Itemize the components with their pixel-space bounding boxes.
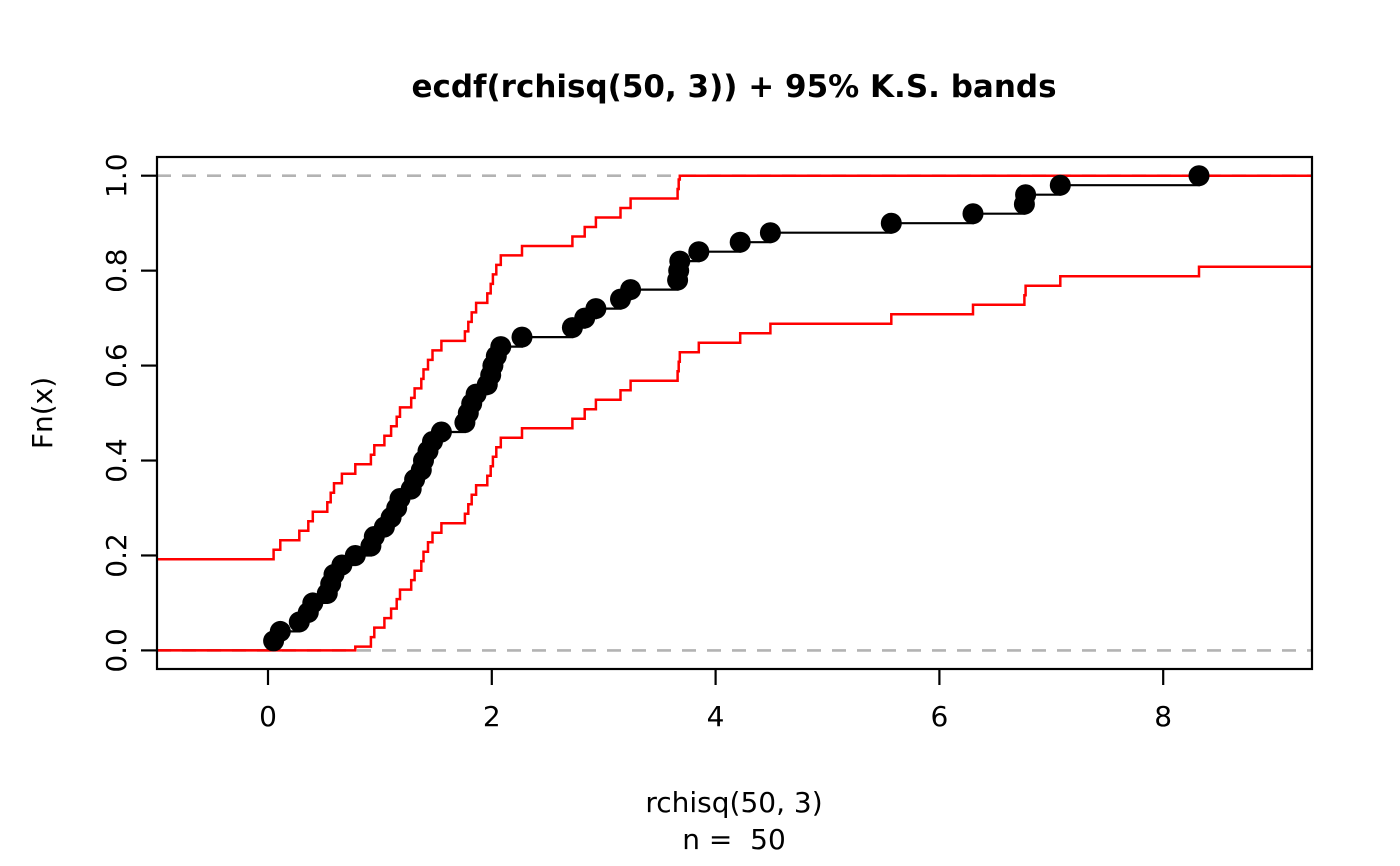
x-tick-label: 4 <box>707 700 725 733</box>
ecdf-point <box>688 241 710 263</box>
ecdf-points <box>263 165 1210 652</box>
ecdf-point <box>729 231 751 253</box>
ecdf-point <box>269 620 291 642</box>
ks-upper-band-line <box>156 174 1312 561</box>
plot-title: ecdf(rchisq(50, 3)) + 95% K.S. bands <box>411 69 1056 105</box>
x-axis-sublabel: n = 50 <box>682 823 786 856</box>
axes <box>141 155 1314 685</box>
x-tick-labels: 0 2 4 6 8 <box>259 700 1172 733</box>
x-axis-label: rchisq(50, 3) <box>645 786 822 819</box>
ecdf-point <box>585 298 607 320</box>
ecdf-point <box>1188 165 1210 187</box>
ks-upper-band <box>156 174 1312 561</box>
ecdf-point <box>669 250 691 272</box>
x-tick-label: 6 <box>930 700 948 733</box>
y-tick-label: 1.0 <box>100 153 133 198</box>
y-tick-label: 0.2 <box>100 533 133 578</box>
y-tick-label: 0.6 <box>100 343 133 388</box>
y-tick-labels: 0.0 0.2 0.4 0.6 0.8 1.0 <box>100 153 133 672</box>
ecdf-point <box>1049 174 1071 196</box>
ecdf-point <box>344 545 366 566</box>
y-tick-label: 0.8 <box>100 248 133 293</box>
y-tick-label: 0.4 <box>100 438 133 483</box>
x-tick-label: 8 <box>1154 700 1172 733</box>
ecdf-point <box>880 212 902 234</box>
ks-lower-band-line <box>157 265 1312 652</box>
ecdf-point <box>490 336 512 358</box>
ecdf-point <box>430 421 452 443</box>
ecdf-point <box>620 279 642 301</box>
ecdf-point <box>962 203 984 225</box>
ks-lower-band <box>157 265 1312 652</box>
plot-box <box>155 155 1314 671</box>
ecdf-point <box>511 326 533 348</box>
ecdf-point <box>1015 184 1037 206</box>
x-tick-label: 0 <box>259 700 277 733</box>
y-axis-label: Fn(x) <box>26 377 59 449</box>
y-tick-label: 0.0 <box>100 628 133 673</box>
x-tick-label: 2 <box>483 700 501 733</box>
ecdf-point <box>759 222 781 244</box>
